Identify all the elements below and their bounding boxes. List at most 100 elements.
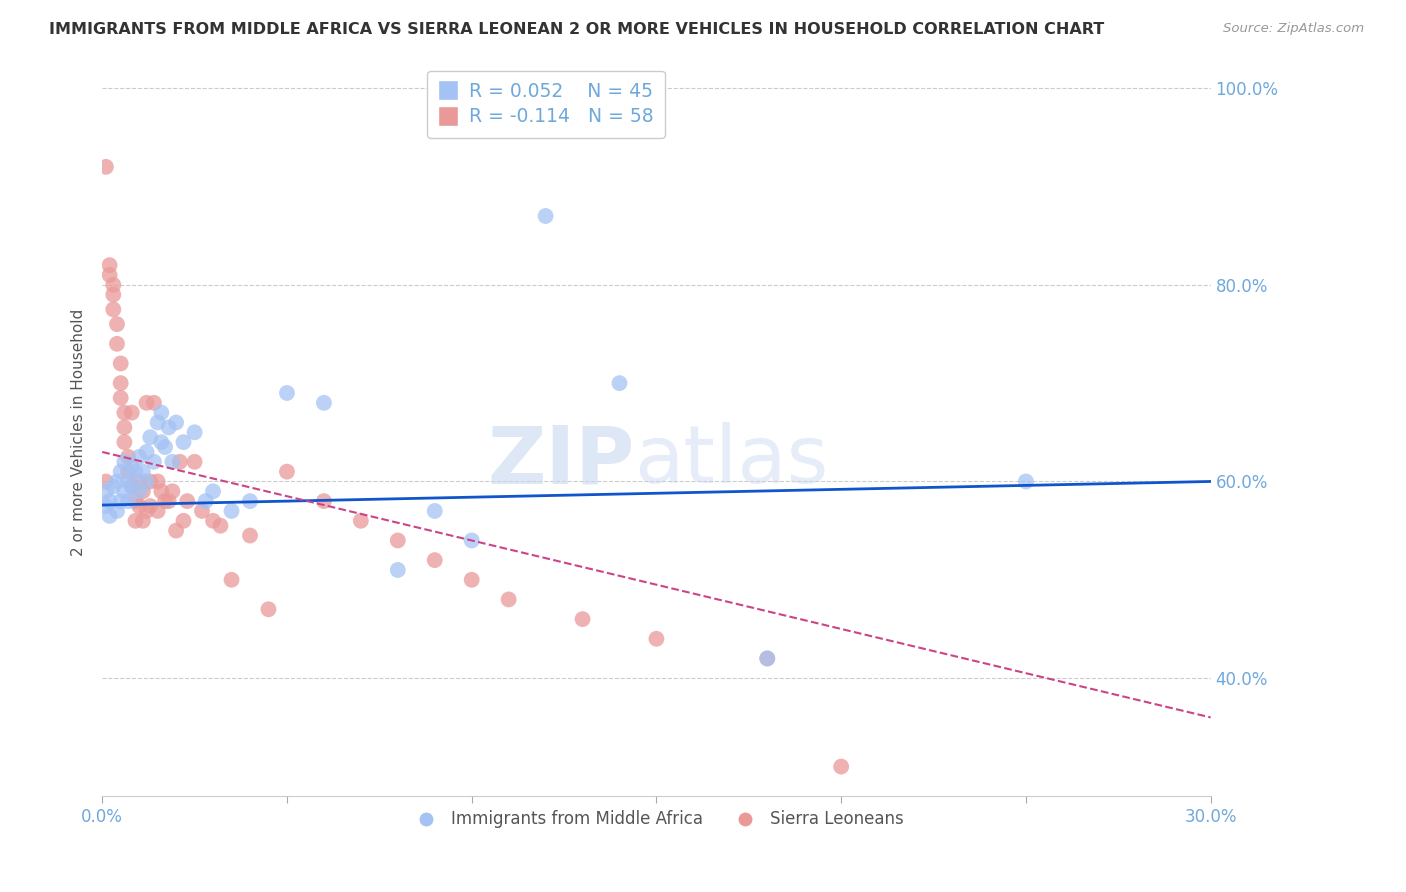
Point (117, 475, 139, 489)
Point (110, 376, 132, 391)
Point (756, 651, 779, 665)
Point (103, 287, 125, 301)
Point (124, 514, 146, 528)
Point (124, 494, 146, 508)
Point (191, 504, 214, 518)
Point (112, 484, 135, 499)
Point (150, 406, 173, 420)
Point (176, 494, 198, 508)
Point (105, 336, 128, 351)
Point (132, 484, 155, 499)
Point (202, 514, 225, 528)
Point (139, 475, 162, 489)
Point (460, 573, 482, 587)
Point (135, 396, 157, 410)
Point (146, 504, 169, 518)
Point (165, 524, 187, 538)
Point (257, 602, 280, 616)
Point (146, 416, 169, 430)
Legend: Immigrants from Middle Africa, Sierra Leoneans: Immigrants from Middle Africa, Sierra Le… (402, 804, 910, 835)
Point (1015, 475, 1038, 489)
Point (110, 494, 132, 508)
Point (183, 425, 205, 440)
Point (98, 508, 121, 523)
Y-axis label: 2 or more Vehicles in Household: 2 or more Vehicles in Household (72, 309, 86, 556)
Point (142, 455, 165, 469)
Point (110, 465, 132, 479)
Point (645, 632, 668, 646)
Point (112, 406, 135, 420)
Point (183, 455, 205, 469)
Point (609, 376, 631, 391)
Point (221, 504, 243, 518)
Point (105, 504, 128, 518)
Point (350, 514, 373, 528)
Point (121, 479, 143, 493)
Point (534, 209, 557, 223)
Point (460, 533, 482, 548)
Point (103, 277, 125, 292)
Point (103, 302, 125, 317)
Point (128, 499, 150, 513)
Point (830, 759, 852, 773)
Point (135, 445, 157, 459)
Point (387, 563, 409, 577)
Point (276, 465, 298, 479)
Point (94, 475, 117, 489)
Point (128, 450, 150, 464)
Point (165, 416, 187, 430)
Point (157, 420, 180, 434)
Point (103, 479, 125, 493)
Point (128, 484, 150, 499)
Point (157, 494, 180, 508)
Point (112, 435, 135, 450)
Point (202, 484, 225, 499)
Point (124, 465, 146, 479)
Point (121, 459, 143, 474)
Point (162, 484, 184, 499)
Point (132, 465, 155, 479)
Point (239, 494, 262, 508)
Point (94, 484, 117, 499)
Point (173, 435, 195, 450)
Point (94, 499, 117, 513)
Point (498, 592, 520, 607)
Point (94, 160, 117, 174)
Point (146, 475, 169, 489)
Point (221, 573, 243, 587)
Point (153, 494, 176, 508)
Point (128, 475, 150, 489)
Point (387, 533, 409, 548)
Point (98, 258, 121, 272)
Point (117, 450, 139, 464)
Point (112, 420, 135, 434)
Text: IMMIGRANTS FROM MIDDLE AFRICA VS SIERRA LEONEAN 2 OR MORE VEHICLES IN HOUSEHOLD : IMMIGRANTS FROM MIDDLE AFRICA VS SIERRA … (49, 22, 1105, 37)
Point (105, 317, 128, 331)
Point (423, 504, 446, 518)
Point (423, 553, 446, 567)
Point (571, 612, 593, 626)
Point (194, 494, 217, 508)
Point (98, 268, 121, 282)
Point (142, 396, 165, 410)
Point (117, 494, 139, 508)
Point (153, 440, 176, 454)
Point (756, 651, 779, 665)
Point (312, 494, 335, 508)
Point (121, 406, 143, 420)
Point (135, 504, 157, 518)
Point (150, 435, 173, 450)
Point (135, 475, 157, 489)
Point (132, 514, 155, 528)
Text: Source: ZipAtlas.com: Source: ZipAtlas.com (1223, 22, 1364, 36)
Point (112, 455, 135, 469)
Point (162, 455, 184, 469)
Point (276, 386, 298, 401)
Point (110, 391, 132, 405)
Point (209, 518, 232, 533)
Text: atlas: atlas (634, 423, 828, 500)
Text: ZIP: ZIP (486, 423, 634, 500)
Point (239, 528, 262, 542)
Point (173, 514, 195, 528)
Point (150, 484, 173, 499)
